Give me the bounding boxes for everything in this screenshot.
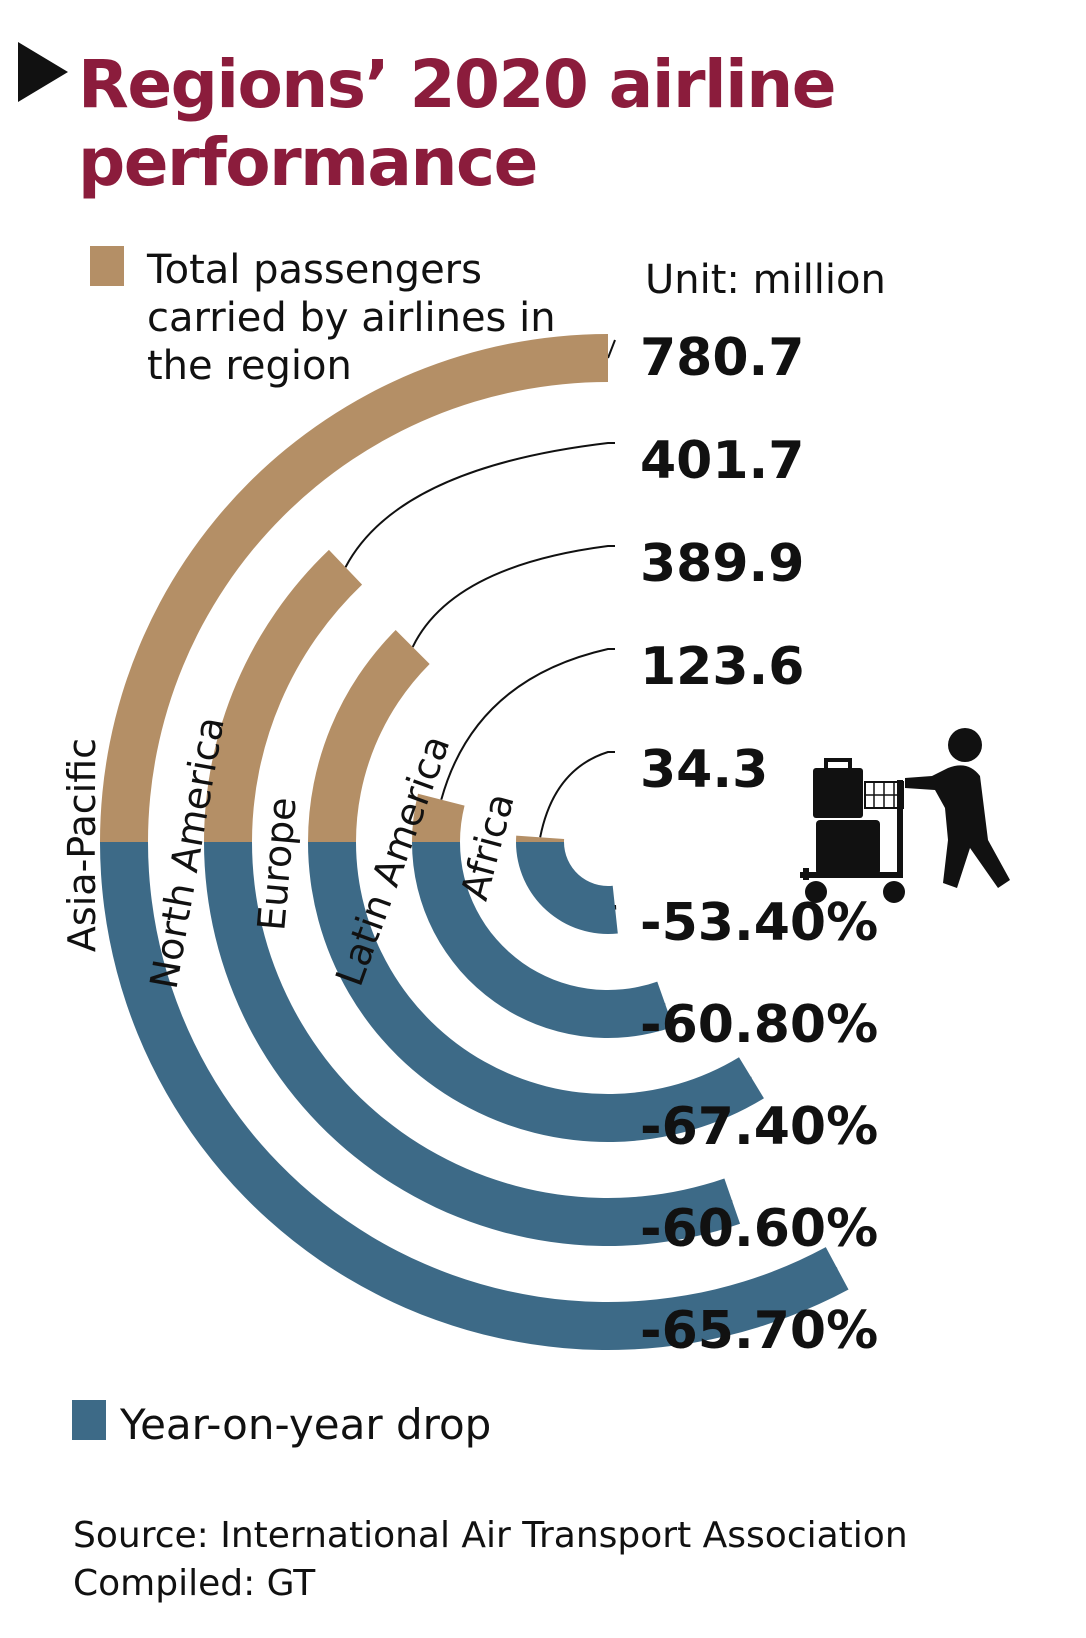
drop-bar-asia-pacific xyxy=(100,842,849,1350)
passengers-value-asia-pacific: 780.7 xyxy=(640,328,804,388)
passengers-value-africa: 34.3 xyxy=(640,740,768,800)
legend-swatch-passengers xyxy=(90,246,124,286)
title-arrow-icon xyxy=(18,42,68,102)
source-line: Source: International Air Transport Asso… xyxy=(73,1515,908,1556)
unit-label: Unit: million xyxy=(645,257,886,303)
region-label-asia-pacific: Asia-Pacific xyxy=(60,738,104,952)
passengers-value-latin-america: 123.6 xyxy=(640,637,804,697)
legend-swatch-drop xyxy=(72,1400,106,1440)
drop-bar-europe xyxy=(308,842,764,1142)
passengers-bar-north-america xyxy=(204,549,363,842)
passengers-bar-europe xyxy=(308,630,430,842)
legend-label-drop: Year-on-year drop xyxy=(120,1400,492,1449)
connector-passengers-latin-america xyxy=(440,648,615,800)
connector-passengers-europe xyxy=(411,545,615,648)
drop-value-latin-america: -60.80% xyxy=(640,995,878,1055)
compiled-line: Compiled: GT xyxy=(73,1563,316,1604)
passengers-value-north-america: 401.7 xyxy=(640,431,804,491)
drop-value-africa: -53.40% xyxy=(640,893,878,953)
connector-passengers-asia-pacific xyxy=(607,339,616,359)
region-label-europe: Europe xyxy=(249,795,304,932)
drop-bar-north-america xyxy=(204,842,741,1246)
passengers-value-europe: 389.9 xyxy=(640,534,804,594)
passengers-bar-latin-america xyxy=(412,793,465,842)
drop-value-asia-pacific: -65.70% xyxy=(640,1301,878,1361)
drop-bar-latin-america xyxy=(412,842,674,1038)
passengers-bar-africa xyxy=(516,835,565,842)
drop-value-europe: -67.40% xyxy=(640,1097,878,1157)
connector-passengers-africa xyxy=(539,751,615,838)
source-note: Source: International Air Transport Asso… xyxy=(73,1512,908,1608)
luggage-cart-icon xyxy=(800,728,1010,903)
legend-label-passengers: Total passengers carried by airlines in … xyxy=(147,247,556,389)
passengers-bar-asia-pacific xyxy=(100,334,608,842)
connector-passengers-north-america xyxy=(344,442,615,568)
drop-value-north-america: -60.60% xyxy=(640,1199,878,1259)
chart-title: Regions’ 2020 airline performance xyxy=(78,46,837,201)
drop-bar-africa xyxy=(516,842,618,934)
